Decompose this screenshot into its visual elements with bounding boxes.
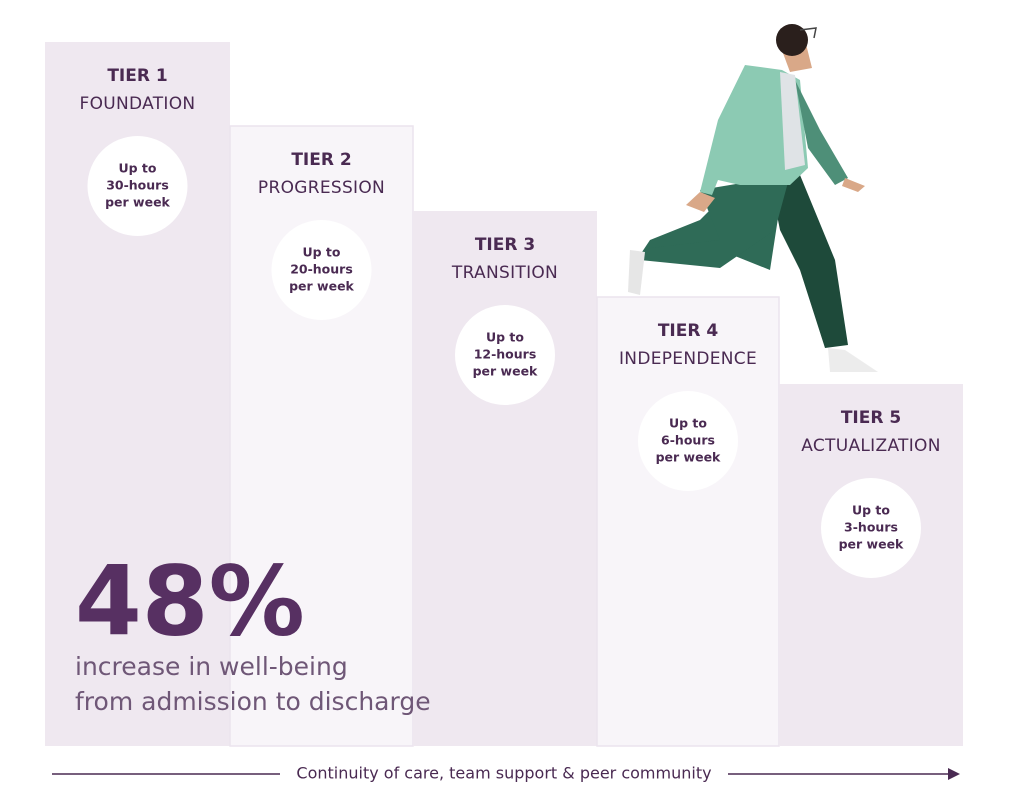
tier-steps: TIER 1 FOUNDATION Up to 30-hours per week TIE…	[45, 42, 963, 747]
tier-step	[596, 296, 780, 747]
hours-text: per week	[473, 364, 538, 379]
hours-text: Up to	[852, 503, 890, 518]
tier-label: TIER 3	[475, 235, 535, 255]
tier-name: FOUNDATION	[80, 94, 196, 114]
hours-text: 6-hours	[661, 433, 715, 448]
hours-text: per week	[289, 279, 354, 294]
stat-description: increase in well-being	[75, 652, 348, 681]
footer-text: Continuity of care, team support & peer …	[296, 764, 711, 783]
footer-arrow-head	[948, 768, 960, 780]
hours-text: per week	[105, 195, 170, 210]
tier-label: TIER 2	[291, 150, 351, 170]
tier-name: ACTUALIZATION	[801, 436, 941, 456]
walking-person-illustration	[628, 24, 878, 372]
tier-step	[413, 211, 597, 746]
hours-badge	[271, 220, 372, 320]
hours-text: 12-hours	[474, 347, 537, 362]
tier-name: INDEPENDENCE	[619, 349, 757, 369]
hours-badge	[455, 305, 555, 405]
footer-backdrop	[280, 763, 728, 785]
hours-text: Up to	[118, 161, 156, 176]
stat-value: 48%	[75, 545, 305, 657]
tier-name: PROGRESSION	[258, 178, 385, 198]
hours-text: 3-hours	[844, 520, 898, 535]
hours-badge	[821, 478, 921, 578]
tier-name: TRANSITION	[451, 263, 558, 283]
stat-description: from admission to discharge	[75, 687, 431, 716]
hours-badge	[87, 136, 188, 236]
hours-text: Up to	[669, 416, 707, 431]
tier-label: TIER 4	[658, 321, 719, 341]
hours-text: 20-hours	[290, 262, 353, 277]
hours-text: Up to	[302, 245, 340, 260]
tier-label: TIER 5	[841, 408, 901, 428]
hours-text: 30-hours	[106, 178, 169, 193]
hours-text: Up to	[486, 330, 524, 345]
tier-label: TIER 1	[107, 66, 167, 86]
hours-text: per week	[839, 537, 904, 552]
hours-text: per week	[656, 450, 721, 465]
hours-badge	[638, 391, 738, 491]
